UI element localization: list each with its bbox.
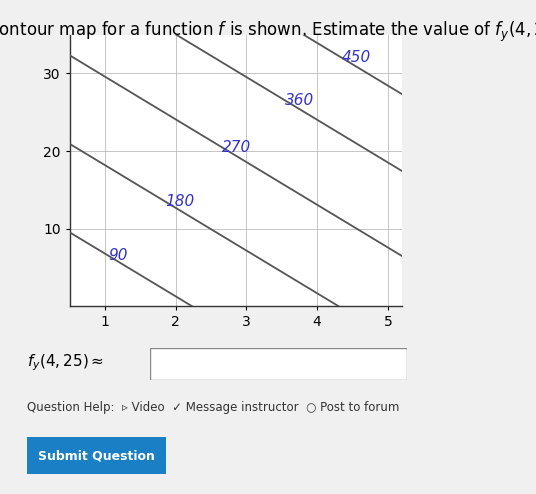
Text: $f_y(4, 25) \approx$: $f_y(4, 25) \approx$ xyxy=(27,353,104,373)
Text: Submit Question: Submit Question xyxy=(38,449,155,462)
Text: 360: 360 xyxy=(285,93,315,108)
Text: 180: 180 xyxy=(165,194,195,209)
Text: Question Help:  ▹ Video  ✓ Message instructor  ○ Post to forum: Question Help: ▹ Video ✓ Message instruc… xyxy=(27,401,399,414)
Text: A contour map for a function $f$ is shown. Estimate the value of $f_y(4, 25)$: A contour map for a function $f$ is show… xyxy=(0,20,536,44)
FancyBboxPatch shape xyxy=(20,435,173,476)
Text: 90: 90 xyxy=(109,248,128,263)
Text: 270: 270 xyxy=(222,140,251,155)
Text: 450: 450 xyxy=(342,50,371,65)
